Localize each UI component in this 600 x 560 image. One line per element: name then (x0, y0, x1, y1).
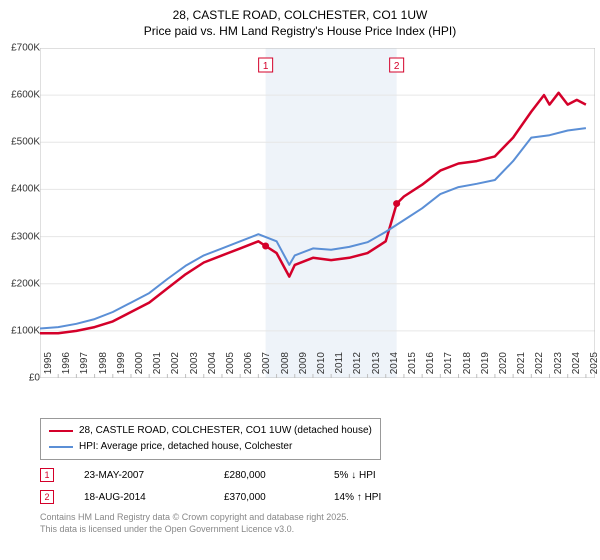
sale-date: 23-MAY-2007 (84, 470, 194, 481)
x-tick-label: 1997 (79, 352, 90, 382)
y-tick-label: £300K (0, 231, 40, 242)
line-chart-svg: 12 (40, 48, 595, 378)
x-tick-label: 2021 (516, 352, 527, 382)
x-tick-label: 2025 (589, 352, 600, 382)
x-tick-label: 2002 (170, 352, 181, 382)
x-tick-label: 2015 (407, 352, 418, 382)
chart-container: 28, CASTLE ROAD, COLCHESTER, CO1 1UW Pri… (0, 0, 600, 560)
sale-marker-icon: 1 (40, 468, 54, 482)
svg-text:2: 2 (394, 61, 400, 72)
y-tick-label: £0 (0, 373, 40, 384)
x-tick-label: 2014 (389, 352, 400, 382)
x-tick-label: 1999 (116, 352, 127, 382)
x-tick-label: 2012 (352, 352, 363, 382)
x-tick-label: 2010 (316, 352, 327, 382)
x-tick-label: 1995 (43, 352, 54, 382)
title-line-2: Price paid vs. HM Land Registry's House … (0, 24, 600, 40)
sale-row: 2 18-AUG-2014 £370,000 14% ↑ HPI (40, 486, 424, 508)
x-tick-label: 2022 (534, 352, 545, 382)
x-tick-label: 2016 (425, 352, 436, 382)
footer-line-2: This data is licensed under the Open Gov… (40, 524, 349, 536)
x-tick-label: 2024 (571, 352, 582, 382)
legend: 28, CASTLE ROAD, COLCHESTER, CO1 1UW (de… (40, 418, 381, 460)
x-tick-label: 1998 (98, 352, 109, 382)
legend-label: HPI: Average price, detached house, Colc… (79, 439, 292, 455)
chart-title: 28, CASTLE ROAD, COLCHESTER, CO1 1UW Pri… (0, 0, 600, 39)
y-tick-label: £600K (0, 90, 40, 101)
sale-date: 18-AUG-2014 (84, 492, 194, 503)
sales-table: 1 23-MAY-2007 £280,000 5% ↓ HPI 2 18-AUG… (40, 464, 424, 508)
x-tick-label: 2017 (443, 352, 454, 382)
footer-attribution: Contains HM Land Registry data © Crown c… (40, 512, 349, 535)
legend-item: 28, CASTLE ROAD, COLCHESTER, CO1 1UW (de… (49, 423, 372, 439)
title-line-1: 28, CASTLE ROAD, COLCHESTER, CO1 1UW (0, 8, 600, 24)
x-tick-label: 2011 (334, 352, 345, 382)
y-tick-label: £700K (0, 43, 40, 54)
x-tick-label: 2003 (189, 352, 200, 382)
y-tick-label: £500K (0, 137, 40, 148)
y-tick-label: £400K (0, 184, 40, 195)
x-tick-label: 2005 (225, 352, 236, 382)
x-tick-label: 2007 (261, 352, 272, 382)
y-tick-label: £200K (0, 278, 40, 289)
sale-row: 1 23-MAY-2007 £280,000 5% ↓ HPI (40, 464, 424, 486)
x-tick-label: 2019 (480, 352, 491, 382)
x-tick-label: 2004 (207, 352, 218, 382)
x-tick-label: 2006 (243, 352, 254, 382)
legend-label: 28, CASTLE ROAD, COLCHESTER, CO1 1UW (de… (79, 423, 372, 439)
footer-line-1: Contains HM Land Registry data © Crown c… (40, 512, 349, 524)
x-tick-label: 2000 (134, 352, 145, 382)
legend-swatch (49, 446, 73, 448)
sale-delta: 5% ↓ HPI (334, 470, 424, 481)
svg-text:1: 1 (263, 61, 269, 72)
legend-swatch (49, 430, 73, 432)
sale-price: £280,000 (224, 470, 304, 481)
sale-marker-icon: 2 (40, 490, 54, 504)
plot-area: 12 (40, 48, 595, 378)
x-tick-label: 2009 (298, 352, 309, 382)
sale-price: £370,000 (224, 492, 304, 503)
sale-marker-number: 2 (44, 492, 49, 502)
x-tick-label: 2008 (280, 352, 291, 382)
sale-marker-number: 1 (44, 470, 49, 480)
y-tick-label: £100K (0, 325, 40, 336)
legend-item: HPI: Average price, detached house, Colc… (49, 439, 372, 455)
x-tick-label: 2023 (553, 352, 564, 382)
x-tick-label: 2020 (498, 352, 509, 382)
x-tick-label: 2018 (462, 352, 473, 382)
x-tick-label: 1996 (61, 352, 72, 382)
sale-delta: 14% ↑ HPI (334, 492, 424, 503)
x-tick-label: 2001 (152, 352, 163, 382)
x-tick-label: 2013 (371, 352, 382, 382)
